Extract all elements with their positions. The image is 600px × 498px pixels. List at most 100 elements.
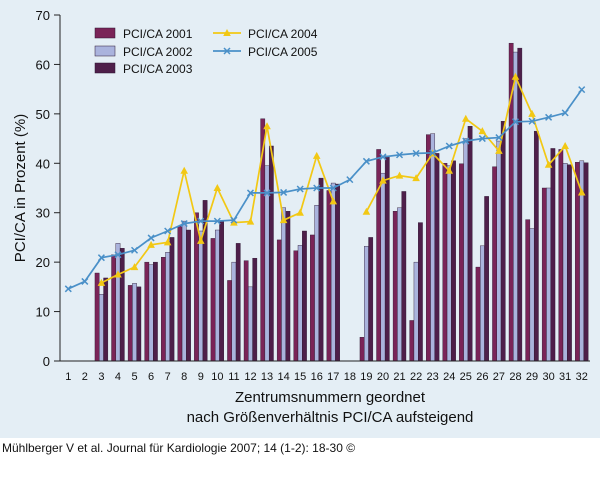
x-tick-label: 26: [476, 371, 488, 383]
point-x: [462, 137, 470, 145]
y-tick-label: 40: [36, 156, 50, 171]
x-tick-label: 9: [198, 371, 204, 383]
bar-3: [302, 230, 307, 362]
bar-2: [99, 294, 104, 362]
point-triangle: [395, 171, 404, 179]
bar-1: [94, 272, 100, 362]
point-x: [495, 134, 503, 142]
point-x: [263, 189, 271, 197]
point-x: [445, 142, 453, 150]
bar-2: [248, 286, 253, 362]
bar-1: [409, 320, 415, 362]
point-x: [478, 135, 486, 143]
bar-3: [268, 145, 274, 362]
bar-1: [575, 162, 580, 362]
x-tick-label: 2: [82, 371, 88, 383]
bar-1: [442, 163, 448, 362]
point-x: [396, 151, 404, 159]
x-tick-label: 14: [277, 371, 289, 383]
bar-2: [430, 133, 436, 362]
point-triangle: [495, 146, 503, 154]
x-tick-label: 7: [165, 371, 171, 383]
x-tick-label: 6: [148, 371, 154, 383]
bar-2: [132, 283, 137, 362]
point-x: [412, 149, 420, 157]
point-x: [346, 176, 354, 184]
point-triangle: [544, 160, 553, 168]
point-triangle: [478, 127, 487, 135]
bar-3: [153, 261, 158, 362]
bar-1: [459, 163, 464, 362]
point-x: [362, 157, 370, 165]
point-triangle: [511, 72, 520, 80]
point-x: [114, 251, 122, 259]
legend-label: PCI/CA 2004: [248, 27, 318, 41]
bar-3: [567, 164, 572, 362]
legend-swatch-bar: [94, 45, 116, 57]
bar-3: [335, 183, 340, 362]
bar-1: [293, 250, 299, 362]
bar-1: [210, 238, 216, 362]
x-tick-label: 16: [311, 371, 323, 383]
x-tick-label: 18: [344, 371, 356, 383]
bar-1: [359, 337, 365, 362]
point-triangle: [461, 114, 470, 122]
x-tick-label: 15: [294, 371, 306, 383]
y-tick-label: 0: [43, 354, 50, 369]
bar-2: [446, 165, 452, 362]
y-tick-label: 10: [36, 305, 50, 320]
bar-1: [426, 134, 431, 362]
legend-swatch-bar: [94, 62, 116, 74]
y-tick-label: 70: [36, 8, 50, 23]
bar-1: [392, 211, 398, 362]
point-x: [180, 220, 188, 228]
bar-1: [558, 149, 564, 362]
x-tick-label: 25: [460, 371, 472, 383]
chart-panel: 0 10 20 30 40 50 60 70 1 2 3 4 5 6 7 8 9 10 11 12 13 14 15 16 17…: [0, 0, 600, 438]
point-x: [313, 184, 321, 192]
bar-1: [227, 280, 232, 362]
bar-3: [484, 196, 489, 362]
legend-label: PCI/CA 2005: [248, 45, 318, 59]
bar-2: [380, 172, 386, 362]
bar-2: [297, 245, 303, 362]
bar-2: [562, 163, 568, 362]
x-tick-label: 27: [493, 371, 505, 383]
bar-3: [583, 162, 589, 362]
bar-1: [541, 187, 547, 362]
x-tick-label: 4: [115, 371, 121, 383]
point-triangle: [329, 197, 338, 205]
point-triangle: [97, 278, 106, 286]
bar-2: [148, 264, 154, 362]
x-tick-label: 13: [261, 371, 273, 383]
bar-2: [463, 138, 469, 362]
bar-1: [310, 234, 315, 362]
point-x: [246, 189, 254, 197]
bar-3: [451, 160, 456, 362]
bar-2: [115, 243, 121, 362]
point-triangle: [296, 208, 304, 216]
point-x: [147, 234, 155, 242]
legend-marker-triangle: [223, 29, 231, 36]
point-triangle: [196, 236, 205, 244]
bar-2: [181, 220, 187, 362]
x-tick-label: 30: [542, 371, 554, 383]
bar-2: [314, 205, 320, 362]
bar-2: [330, 182, 336, 362]
bar-2: [496, 140, 502, 362]
bar-2: [479, 245, 485, 362]
point-x: [379, 153, 387, 161]
point-x: [329, 184, 337, 192]
bar-3: [533, 130, 539, 362]
x-tick-label: 11: [228, 371, 239, 383]
bar-2: [413, 261, 419, 362]
legend-label: PCI/CA 2003: [123, 62, 193, 76]
citation: Mühlberger V et al. Journal für Kardiolo…: [2, 441, 356, 455]
x-axis-title-line2: nach Größenverhältnis PCI/CA aufsteigend: [187, 409, 474, 426]
x-tick-label: 29: [526, 371, 538, 383]
bar-1: [492, 166, 497, 362]
x-tick-label: 32: [576, 371, 588, 383]
point-triangle: [130, 263, 139, 271]
y-axis-title: PCI/CA in Prozent (%): [12, 114, 29, 262]
line-x: [67, 89, 583, 290]
